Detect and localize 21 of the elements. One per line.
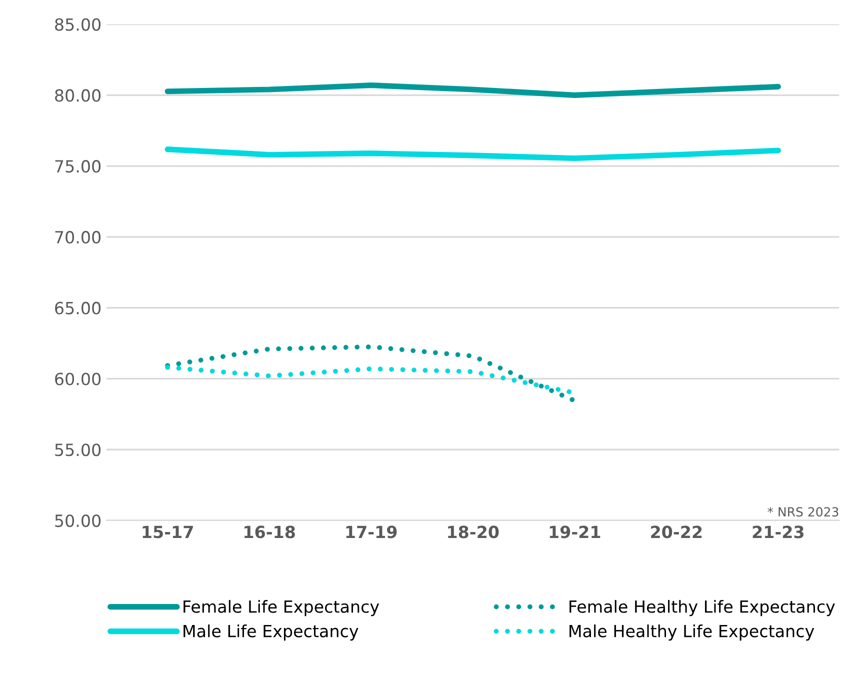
y-tick-label: 70.00	[55, 230, 101, 244]
x-tick-label: 15-17	[142, 526, 193, 538]
x-tick-label: 20-22	[651, 526, 702, 538]
x-tick-label: 19-21	[550, 526, 600, 538]
y-tick-label: 80.00	[55, 89, 101, 102]
x-tick-label: 21-23	[752, 526, 804, 538]
y-tick-label: 65.00	[55, 302, 101, 314]
x-tick-label: 17-19	[346, 526, 397, 538]
y-tick-label: 75.00	[55, 160, 101, 173]
y-tick-label: 55.00	[55, 444, 101, 456]
legend-label: Male Life Expectancy	[184, 624, 358, 641]
x-tick-label: 18-20	[448, 526, 499, 538]
y-tick-label: 60.00	[55, 372, 101, 386]
y-tick-label: 85.00	[55, 18, 101, 31]
x-tick-label: 16-18	[244, 526, 295, 538]
legend-label: Female Life Expectancy	[184, 600, 380, 616]
y-tick-label: 50.00	[55, 514, 101, 528]
annotation: * NRS 2023	[768, 507, 838, 517]
line-series	[165, 344, 578, 404]
legend-label: Male Healthy Life Expectancy	[570, 624, 814, 641]
legend-label: Female Healthy Life Expectancy	[570, 600, 835, 616]
